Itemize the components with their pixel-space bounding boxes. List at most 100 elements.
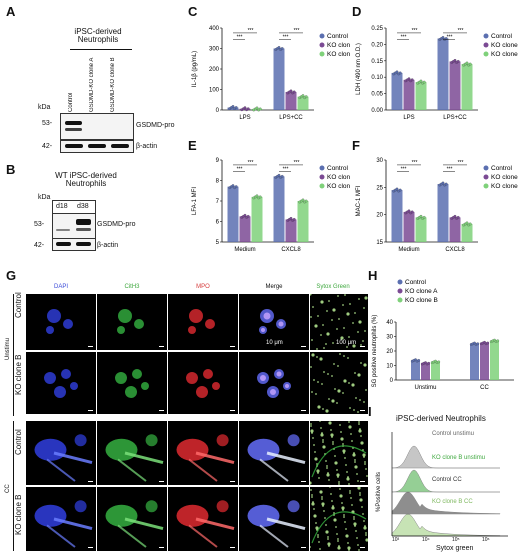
net-strand [124,517,164,531]
net-strand [117,524,147,548]
legend-label-ko_a: KO clone A [405,288,438,295]
bar-unstimu-ko_a [421,363,430,380]
bar-lpscc-ko_b [297,96,309,110]
micrograph-r3-cith3 [97,421,167,485]
data-point [444,182,448,186]
y-tick-label: 0.00 [371,108,383,114]
sytox-spot [356,473,358,475]
micrograph-r1-cith3 [97,294,167,350]
bar-lps-control [391,72,403,110]
bar-lpscc-ko_a [449,61,461,110]
sytox-spot [357,486,361,490]
panel-i-trace-4: KO clone B CC [432,499,473,505]
legend-label-control: Control [491,33,513,40]
sytox-spot [339,494,343,498]
sig-label: *** [401,166,407,172]
sytox-spot [344,457,346,459]
bar-lps-ko_b [415,82,427,110]
net-strand [124,451,164,465]
chart-f-svg: 15 20 25 30 MAC-1 MFI Medium *** *** CXCL8 *** ***… [356,158,518,253]
sytox-spot [344,521,346,523]
y-tick-label: 0.05 [371,92,383,98]
data-point [292,218,296,221]
sig-label: *** [237,34,243,40]
legend-label-control: Control [491,165,513,172]
sytox-spot [352,344,356,348]
micrograph-r2-merge [239,352,309,414]
sytox-spot [343,355,345,357]
sytox-spot [311,391,313,393]
sytox-spot [337,540,339,542]
sytox-spot [309,546,311,548]
sytox-spot [353,522,357,526]
sytox-spot [363,363,367,367]
net-strand [46,524,76,548]
sytox-spot [332,441,334,443]
micrograph-signal [34,434,93,482]
data-point [419,215,423,218]
sytox-spot [321,432,323,434]
bar-cxcl8-control [273,176,285,242]
y-tick-label: 0 [216,108,220,114]
sig-label: *** [458,28,464,34]
legend-marker-ko_b [319,183,325,189]
sytox-spot [364,296,368,300]
cell [212,382,220,390]
sytox-spot [310,366,312,368]
y-tick-label: 30 [386,335,393,341]
bar-medium-ko_a [403,211,415,242]
sytox-spot [362,340,364,342]
micrograph-signal [247,500,306,548]
micrograph-signal [176,500,235,548]
cell-core [278,321,284,327]
panel-a-label-gsdmd: GSDMD-pro [136,122,175,129]
cell [70,382,78,390]
data-point [476,342,480,346]
sytox-spot [354,525,356,527]
sytox-spot [358,421,360,423]
data-point [289,217,293,220]
panel-b-kda: kDa [38,194,51,201]
chart-d-svg: 0.00 0.05 0.10 0.15 0.20 0.25 LDH (490 nm O.D.… [356,26,518,121]
data-point [277,46,281,49]
y-tick-label: 0.15 [371,59,383,65]
sytox-spot [322,324,324,326]
y-axis-label: SG positive neutrophils (%) [372,315,378,388]
x-tick-label: Medium [234,247,255,253]
sytox-spot [365,532,367,534]
sytox-spot [354,459,356,461]
scale-bar [230,481,235,482]
legend-label-ko_a: KO clone A [491,174,518,181]
sytox-spot [346,346,348,348]
sig-label: *** [283,34,289,40]
sytox-spot [353,518,355,520]
sytox-spot [317,405,321,409]
sytox-spot [344,294,346,296]
cell-core [285,384,289,388]
sytox-spot [320,427,322,429]
legend-label-ko_b: KO clone B [327,51,350,58]
panel-b-label-gsdmd: GSDMD-pro [97,221,136,228]
sytox-spot [345,464,347,466]
y-axis-label: LFA-1 MFI [192,187,198,215]
sytox-spot [358,320,362,324]
sytox-spot [363,456,365,458]
net-strand [46,458,76,482]
panel-i-xtick-2: 10⁴ [422,537,430,543]
scale-bar [360,346,365,347]
cell [216,500,229,513]
sytox-spot [343,516,345,518]
y-tick-label: 0.10 [371,75,383,81]
scale-bar [230,346,235,347]
cell-body [34,504,67,527]
data-point [231,184,235,188]
micrograph-signal [105,434,164,482]
cell [44,372,56,384]
micrograph-signal [34,500,93,548]
sytox-spot [348,425,352,429]
panel-i-trace-1: Control unstimu [432,431,475,437]
data-point [441,36,445,39]
cell-body [105,504,138,527]
scale-bar [301,346,306,347]
sytox-spot [336,328,338,330]
